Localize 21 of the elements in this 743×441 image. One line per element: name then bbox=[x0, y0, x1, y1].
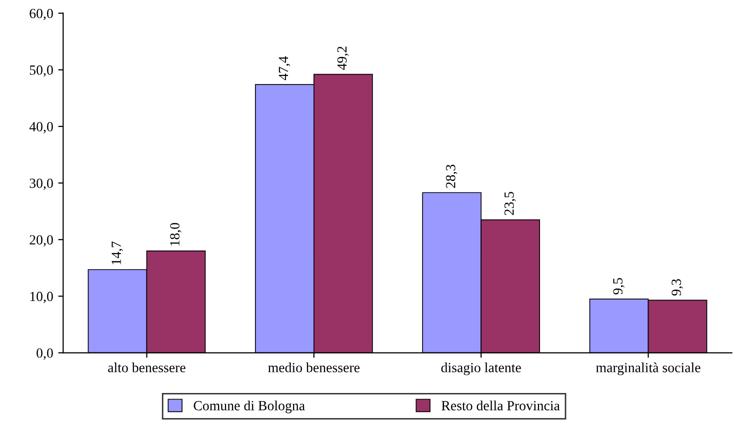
data-label: 47,4 bbox=[278, 56, 290, 80]
legend-label: Resto della Provincia bbox=[442, 400, 560, 410]
x-tick-label: marginalità sociale bbox=[596, 362, 700, 376]
y-tick-label: 40,0 bbox=[29, 122, 53, 134]
data-label: 23,5 bbox=[504, 192, 516, 216]
data-label: 28,3 bbox=[446, 164, 458, 188]
data-label: 49,2 bbox=[337, 46, 349, 70]
data-label: 9,5 bbox=[613, 278, 624, 294]
x-tick-label: disagio latente bbox=[441, 362, 521, 376]
x-tick-label: medio benessere bbox=[268, 362, 360, 372]
y-tick-label: 60,0 bbox=[30, 8, 53, 20]
y-tick-label: 0,0 bbox=[36, 348, 53, 360]
x-tick-label: alto benessere bbox=[108, 362, 186, 372]
data-label: 18,0 bbox=[170, 222, 182, 246]
legend-label: Comune di Bologna bbox=[194, 400, 305, 414]
data-label: 9,3 bbox=[672, 279, 683, 296]
data-label: 14,7 bbox=[112, 242, 123, 264]
y-tick-label: 10,0 bbox=[30, 292, 53, 304]
y-tick-label: 30,0 bbox=[30, 178, 53, 190]
y-tick-label: 20,0 bbox=[30, 235, 53, 247]
y-tick-label: 50,0 bbox=[30, 65, 53, 77]
